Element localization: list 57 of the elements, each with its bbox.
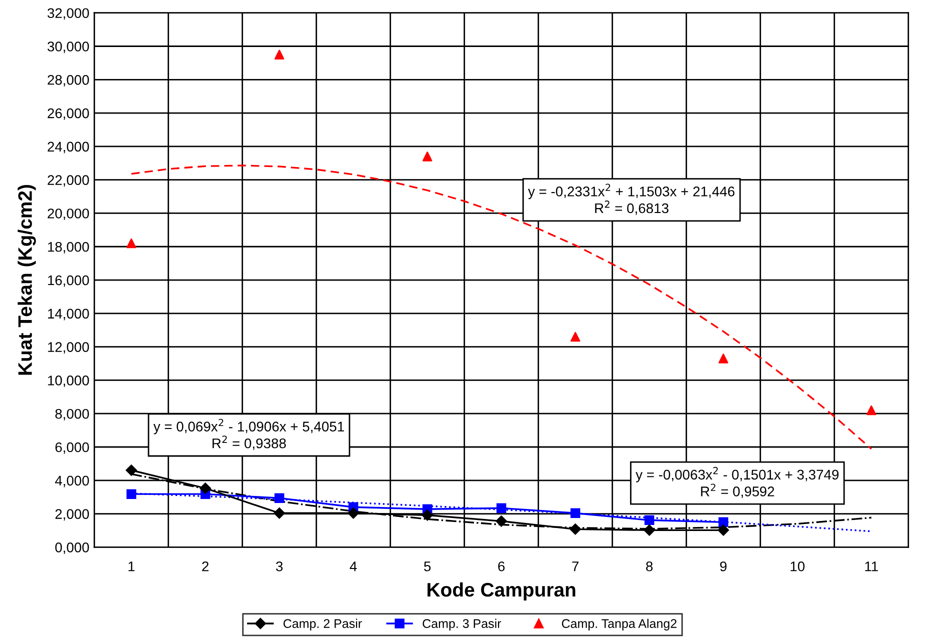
legend-label: Camp. 2 Pasir [284,618,362,630]
y-tick-label: 20,000 [48,208,89,220]
y-tick-label: 2,000 [55,509,89,521]
legend-label: Camp. 3 Pasir [422,618,502,630]
annotation: y = -0,0063x$^{2}$ - 0,1501x + 3,3749 R$^{2}$ = 0,9592 [636,466,839,498]
point [422,152,432,162]
y-tick-label: 22,000 [48,175,89,187]
x-tick-label: 1 [128,562,135,572]
y-tick-label: 32,000 [48,8,89,20]
point [126,238,136,248]
x-tick-label: 9 [720,561,727,572]
annotation: y = -0,2331x$^{2}$ + 1,1503x + 21,446 R$^{2}$ = 0,6813 [528,184,734,215]
y-tick-label: 30,000 [48,42,89,54]
annotation: y = 0,069x$^{2}$ - 1,0906x + 5,4051 R$^{2}$ = 0,9388 [153,418,344,450]
point [348,508,359,519]
x-tick-label: 4 [350,562,357,572]
x-tick-label: 8 [646,561,653,572]
y-tick-label: 8,000 [55,408,89,420]
legend-label: Camp. Tanpa Alang2 [562,618,676,630]
point [126,464,137,476]
x-tick-label: 7 [572,562,579,572]
point [274,508,285,519]
x-tick-label: 11 [865,562,878,572]
point [718,524,729,536]
line-series [130,164,872,450]
point [274,50,284,60]
point [718,354,728,364]
y-tick-label: 6,000 [55,442,89,454]
point [496,516,507,527]
y-tick-label: 28,000 [48,74,89,86]
point [422,510,433,521]
x-tick-label: 5 [424,562,431,572]
x-axis-title: Kode Campuran [428,582,576,600]
point [644,515,654,526]
point [866,405,876,416]
y-tick-label: 26,000 [48,108,89,120]
point [644,524,655,536]
point [496,503,506,513]
point [200,482,211,494]
y-tick-label: 24,000 [48,142,89,154]
y-axis-title: Kuat Tekan (Kg/cm2) [18,185,36,375]
point [570,508,580,518]
x-tick-label: 10 [790,561,805,572]
x-tick-label: 3 [276,561,283,572]
y-tick-label: 18,000 [48,242,89,254]
point [126,489,136,499]
y-tick-label: 4,000 [55,476,89,488]
y-tick-label: 14,000 [48,308,89,320]
y-tick-label: 12,000 [48,342,89,354]
y-tick-label: 10,000 [48,376,89,388]
point [570,524,581,535]
y-tick-label: 16,000 [48,275,89,287]
point [570,332,580,342]
x-tick-label: 6 [498,561,505,572]
x-tick-label: 2 [202,561,209,572]
point [274,493,284,503]
y-tick-label: 0,000 [55,542,89,554]
